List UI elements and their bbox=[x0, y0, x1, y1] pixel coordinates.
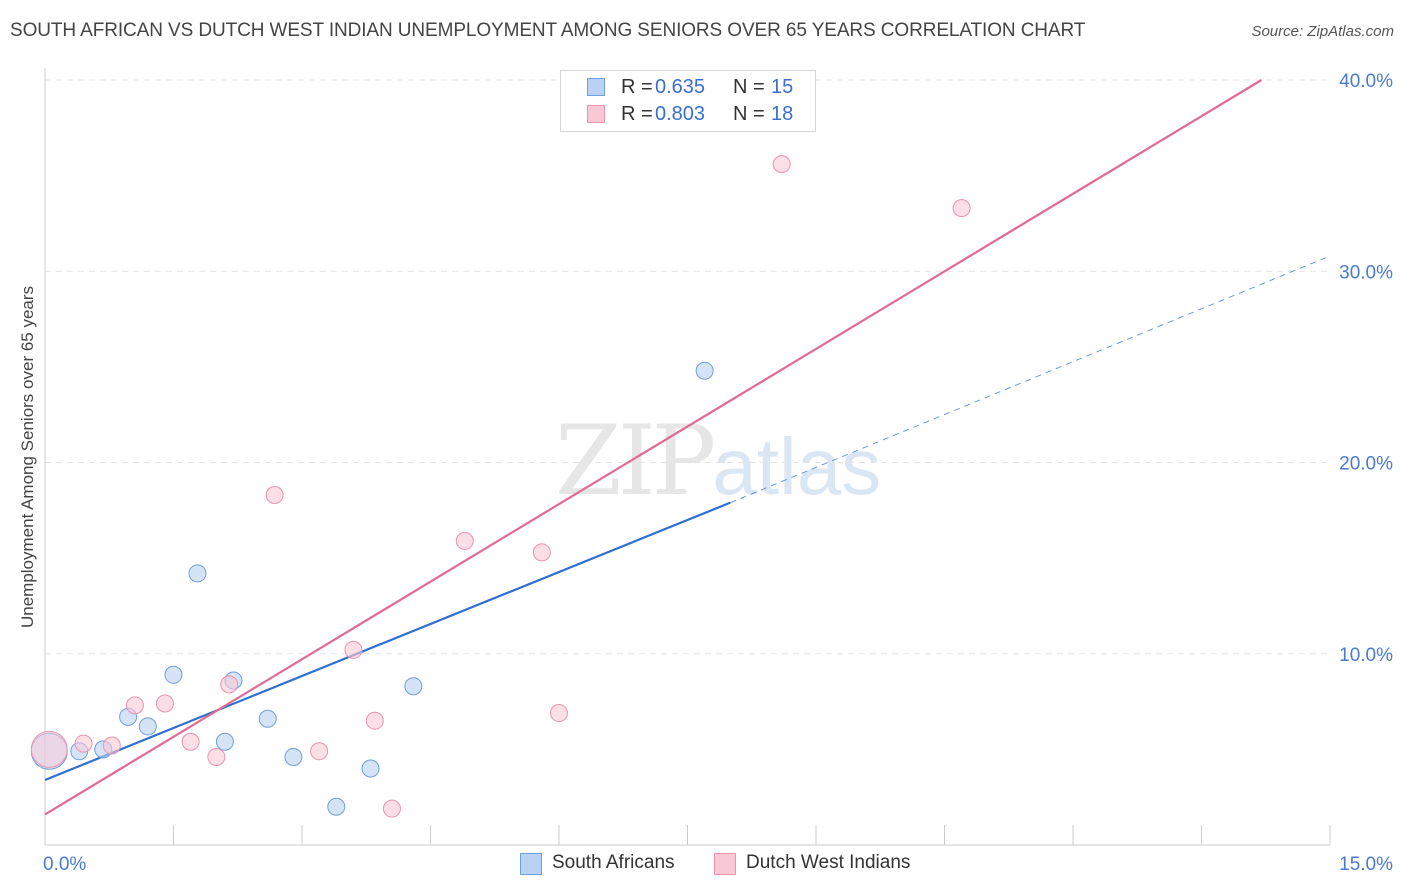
trend-line-south-africans-extension bbox=[730, 255, 1331, 504]
point-south-africans bbox=[284, 748, 303, 767]
point-dutch-west-indians bbox=[74, 734, 93, 753]
y-tick-label: 10.0% bbox=[1339, 645, 1393, 666]
point-south-africans bbox=[188, 564, 207, 583]
point-south-africans bbox=[164, 665, 183, 684]
chart-title: SOUTH AFRICAN VS DUTCH WEST INDIAN UNEMP… bbox=[10, 20, 1086, 41]
source-label: Source: ZipAtlas.com bbox=[1251, 23, 1394, 40]
point-south-africans bbox=[138, 717, 157, 736]
point-dutch-west-indians bbox=[310, 742, 329, 761]
x-tick-label: 15.0% bbox=[1339, 854, 1393, 875]
axes bbox=[44, 68, 1331, 846]
legend-swatch-pink bbox=[587, 105, 605, 123]
legend-r-label: R = bbox=[621, 76, 653, 98]
point-dutch-west-indians bbox=[365, 711, 384, 730]
point-dutch-west-indians bbox=[207, 748, 226, 767]
bottom-legend-swatch-pink bbox=[714, 853, 736, 875]
watermark-zip: ZIP bbox=[555, 405, 716, 517]
bottom-legend-label: South Africans bbox=[552, 852, 675, 873]
point-dutch-west-indians bbox=[772, 155, 791, 174]
point-south-africans bbox=[215, 732, 234, 751]
y-tick-label: 20.0% bbox=[1339, 454, 1393, 475]
point-dutch-west-indians bbox=[30, 730, 68, 768]
watermark-atlas: atlas bbox=[712, 422, 882, 511]
y-tick-label: 30.0% bbox=[1339, 262, 1393, 283]
y-tick-label: 40.0% bbox=[1339, 71, 1393, 92]
correlation-legend: R = 0.635 N = 15 R = 0.803 N = 18 bbox=[560, 70, 816, 132]
point-dutch-west-indians bbox=[532, 543, 551, 562]
point-south-africans bbox=[404, 677, 423, 696]
legend-r-value: 0.635 bbox=[655, 76, 706, 98]
x-tick-label: 0.0% bbox=[43, 854, 86, 875]
point-south-africans bbox=[258, 709, 277, 728]
point-dutch-west-indians bbox=[181, 732, 200, 751]
grid bbox=[45, 79, 1330, 655]
data-points bbox=[30, 155, 971, 818]
point-dutch-west-indians bbox=[125, 696, 144, 715]
point-dutch-west-indians bbox=[550, 704, 568, 723]
point-south-africans bbox=[361, 759, 380, 778]
bottom-legend-swatch-blue bbox=[520, 853, 542, 875]
point-dutch-west-indians bbox=[155, 694, 174, 713]
trend-line-south-africans bbox=[44, 501, 731, 781]
point-dutch-west-indians bbox=[382, 799, 401, 818]
watermark: ZIPatlas bbox=[555, 405, 881, 517]
legend-n-label: N = bbox=[733, 103, 765, 125]
legend-n-label: N = bbox=[733, 76, 765, 98]
point-dutch-west-indians bbox=[952, 199, 971, 218]
point-dutch-west-indians bbox=[344, 640, 363, 659]
trend-lines bbox=[44, 79, 1331, 816]
tick-labels: 10.0% 20.0% 30.0% 40.0% 0.0% 15.0% bbox=[43, 71, 1393, 875]
point-dutch-west-indians bbox=[265, 486, 284, 505]
legend-n-value: 15 bbox=[771, 76, 794, 98]
bottom-legend-label: Dutch West Indians bbox=[746, 852, 911, 873]
legend-swatch-blue bbox=[587, 78, 605, 96]
point-south-africans bbox=[695, 361, 714, 380]
point-south-africans bbox=[327, 797, 346, 816]
legend-r-label: R = bbox=[621, 103, 653, 125]
legend-n-value: 18 bbox=[771, 103, 794, 125]
point-dutch-west-indians bbox=[220, 675, 239, 694]
point-dutch-west-indians bbox=[102, 736, 121, 755]
trend-line-dutch-west-indians bbox=[44, 79, 1263, 816]
legend-r-value: 0.803 bbox=[655, 103, 706, 125]
point-dutch-west-indians bbox=[455, 531, 474, 550]
